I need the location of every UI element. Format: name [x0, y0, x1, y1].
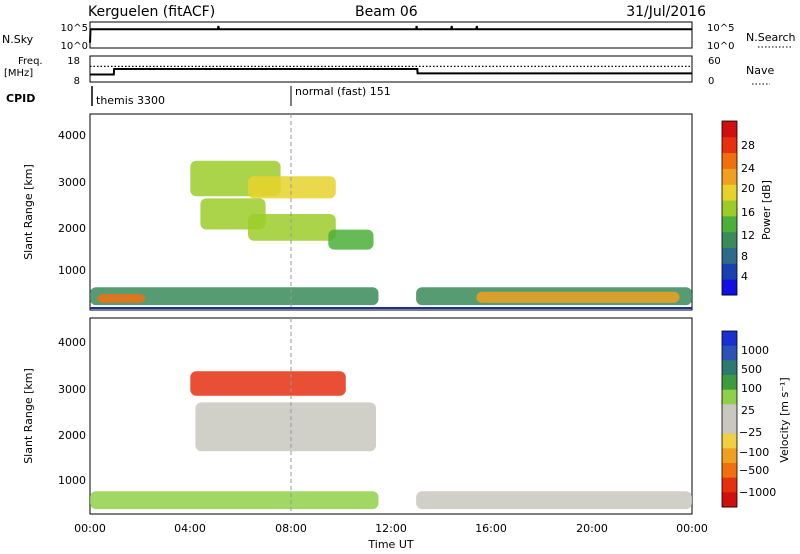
velocity-cbar-tick-minus100: −100 [739, 446, 769, 459]
freq-panel: Freq. [MHz] 18 8 60 0 Nave [4, 55, 774, 87]
velocity-cbar-tick-minus1000: −1000 [739, 486, 776, 499]
velocity-colorbar: 1000 500 100 25 −25 −100 −500 −1000 Velo… [721, 330, 791, 508]
velocity-cbar-box-4 [722, 389, 737, 405]
freq-label: Freq. [18, 56, 43, 67]
cpid-row: CPID themis 3300 normal (fast) 151 [6, 85, 391, 107]
cpid-segment-themis: themis 3300 [96, 94, 165, 107]
power-cbar-box-9 [722, 136, 737, 154]
velocity-cbar-tick-500: 500 [741, 363, 762, 376]
freq-tick-top: 18 [67, 56, 80, 67]
xtick-2400: 00:00 [676, 522, 708, 535]
velocity-cbar-tick-1000: 1000 [741, 344, 769, 357]
velocity-cbar-box-1 [722, 345, 737, 361]
xtick-1200: 12:00 [375, 522, 407, 535]
power-cbar-box-8 [722, 152, 737, 169]
date-title: 31/Jul/2016 [626, 4, 706, 20]
power-cbar-box-6 [722, 184, 737, 201]
velocity-cbar-label: Velocity [m s⁻¹] [778, 377, 791, 462]
xtick-1600: 16:00 [475, 522, 507, 535]
nsearch-tick-top: 10^5 [707, 23, 734, 34]
velocity-cbar-tick-minus25: −25 [739, 426, 762, 439]
velocity-cbar-box-9 [722, 463, 737, 479]
velocity-cbar-box-6 [722, 419, 737, 435]
power-cbar-box-1 [722, 263, 737, 280]
velocity-cbar-box-5 [722, 404, 737, 420]
power-cbar-tick-16: 16 [741, 206, 755, 219]
velocity-ytick-4000: 4000 [58, 336, 86, 349]
velocity-cbar-box-3 [722, 375, 737, 391]
velocity-cbar-tick-25: 25 [741, 404, 755, 417]
power-cbar-box-7 [722, 168, 737, 185]
power-echo-region-4 [328, 229, 374, 250]
velocity-cbar-box-8 [722, 448, 737, 464]
freq-series-line [90, 68, 692, 76]
power-cbar-tick-24: 24 [741, 162, 755, 175]
xtick-0400: 04:00 [174, 522, 206, 535]
power-panel: Slant Range [km] 4000 3000 2000 1000 [22, 113, 693, 311]
velocity-ytick-3000: 3000 [58, 383, 86, 396]
power-ytick-1000: 1000 [58, 264, 86, 277]
velocity-cbar-tick-minus500: −500 [739, 464, 769, 477]
power-cbar-box-2 [722, 247, 737, 264]
nsky-tick-top: 10^5 [61, 23, 88, 34]
nave-tick-bottom: 0 [708, 76, 714, 87]
velocity-echo-region-0 [190, 371, 346, 396]
station-title: Kerguelen (fitACF) [88, 4, 215, 20]
power-cbar-label: Power [dB] [760, 180, 773, 240]
xtick-0000: 00:00 [74, 522, 106, 535]
power-cbar-box-3 [722, 231, 737, 248]
power-cbar-box-4 [722, 215, 737, 233]
nsky-label: N.Sky [2, 33, 34, 46]
nsearch-label: N.Search [746, 31, 796, 44]
power-echo-region-5 [90, 287, 379, 306]
nsky-panel: N.Sky 10^5 10^0 10^5 10^0 N.Search [2, 21, 796, 52]
xtick-2000: 20:00 [576, 522, 608, 535]
velocity-cbar-box-11 [722, 492, 737, 508]
power-cbar-tick-20: 20 [741, 182, 755, 195]
cpid-label: CPID [6, 92, 35, 105]
velocity-cbar-box-7 [722, 433, 737, 449]
power-cbar-tick-4: 4 [741, 270, 748, 283]
power-colorbar: 28 24 20 16 12 8 4 Power [dB] [721, 120, 773, 296]
power-echo-region-3 [248, 214, 336, 241]
power-cbar-box-5 [722, 200, 737, 217]
power-ytick-3000: 3000 [58, 176, 86, 189]
nave-label: Nave [746, 64, 774, 77]
velocity-cbar-tick-100: 100 [741, 382, 762, 395]
velocity-ytick-2000: 2000 [58, 429, 86, 442]
cpid-segment-normal: normal (fast) 151 [295, 85, 391, 98]
velocity-cbar-box-10 [722, 477, 737, 493]
velocity-ytick-1000: 1000 [58, 474, 86, 487]
power-cbar-tick-8: 8 [741, 250, 748, 263]
velocity-cbar-box-2 [722, 360, 737, 376]
nsky-tick-bottom: 10^0 [61, 41, 88, 52]
velocity-ylabel: Slant Range [km] [22, 368, 35, 464]
velocity-cbar-box-0 [722, 331, 737, 347]
power-echo-region-6 [97, 294, 146, 303]
power-ytick-2000: 2000 [58, 222, 86, 235]
velocity-echo-region-2 [90, 491, 379, 510]
x-axis: 00:00 04:00 08:00 12:00 16:00 20:00 00:0… [74, 522, 708, 551]
power-cbar-tick-28: 28 [741, 139, 755, 152]
freq-tick-bottom: 8 [74, 76, 80, 87]
power-echo-region-1 [248, 176, 336, 199]
freq-unit-label: [MHz] [4, 68, 33, 79]
velocity-echo-region-3 [416, 491, 692, 510]
power-echo-region-8 [476, 291, 680, 303]
beam-title: Beam 06 [355, 4, 418, 20]
nave-tick-top: 60 [708, 56, 721, 67]
nsky-series-line [89, 25, 692, 43]
xlabel: Time UT [367, 538, 413, 551]
power-ytick-4000: 4000 [58, 129, 86, 142]
power-ylabel: Slant Range [km] [22, 164, 35, 260]
xtick-0800: 08:00 [275, 522, 307, 535]
power-cbar-box-0 [722, 279, 737, 296]
velocity-echo-region-1 [195, 402, 376, 452]
power-cbar-box-10 [722, 121, 737, 138]
velocity-panel: Slant Range [km] 4000 3000 2000 1000 [22, 317, 693, 515]
nsearch-tick-bottom: 10^0 [707, 41, 734, 52]
power-cbar-tick-12: 12 [741, 229, 755, 242]
